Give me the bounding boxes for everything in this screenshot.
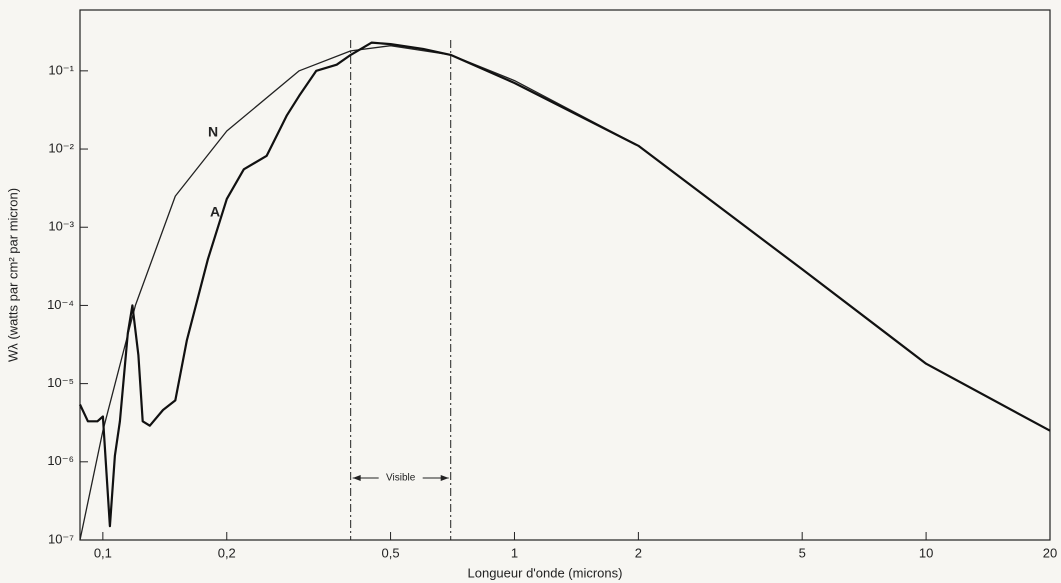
visible-label: Visible	[386, 473, 416, 484]
y-tick-label: 10⁻³	[48, 219, 74, 234]
x-tick-label: 10	[919, 545, 933, 560]
x-axis-label: Longueur d'onde (microns)	[468, 565, 623, 580]
y-tick-label: 10⁻²	[48, 140, 74, 155]
x-tick-label: 2	[635, 545, 642, 560]
x-tick-label: 0,5	[382, 545, 400, 560]
y-tick-label: 10⁻⁵	[47, 375, 74, 390]
plot-frame	[79, 9, 1051, 541]
series-line	[79, 41, 1051, 528]
y-tick-label: 10⁻⁶	[47, 453, 74, 468]
y-tick-label: 10⁻⁷	[48, 531, 74, 546]
x-tick-label: 5	[799, 545, 806, 560]
visible-label-bg	[378, 470, 423, 486]
y-tick-label: 10⁻¹	[48, 62, 74, 77]
x-tick-label: 0,1	[94, 545, 112, 560]
x-tick-label: 20	[1043, 545, 1057, 560]
series-label: N	[208, 124, 218, 140]
x-tick-label: 0,2	[218, 545, 236, 560]
x-tick-label: 1	[511, 545, 518, 560]
y-tick-label: 10⁻⁴	[47, 297, 74, 312]
y-axis-label: Wλ (watts par cm² par micron)	[5, 188, 20, 362]
series-label: A	[210, 204, 220, 220]
